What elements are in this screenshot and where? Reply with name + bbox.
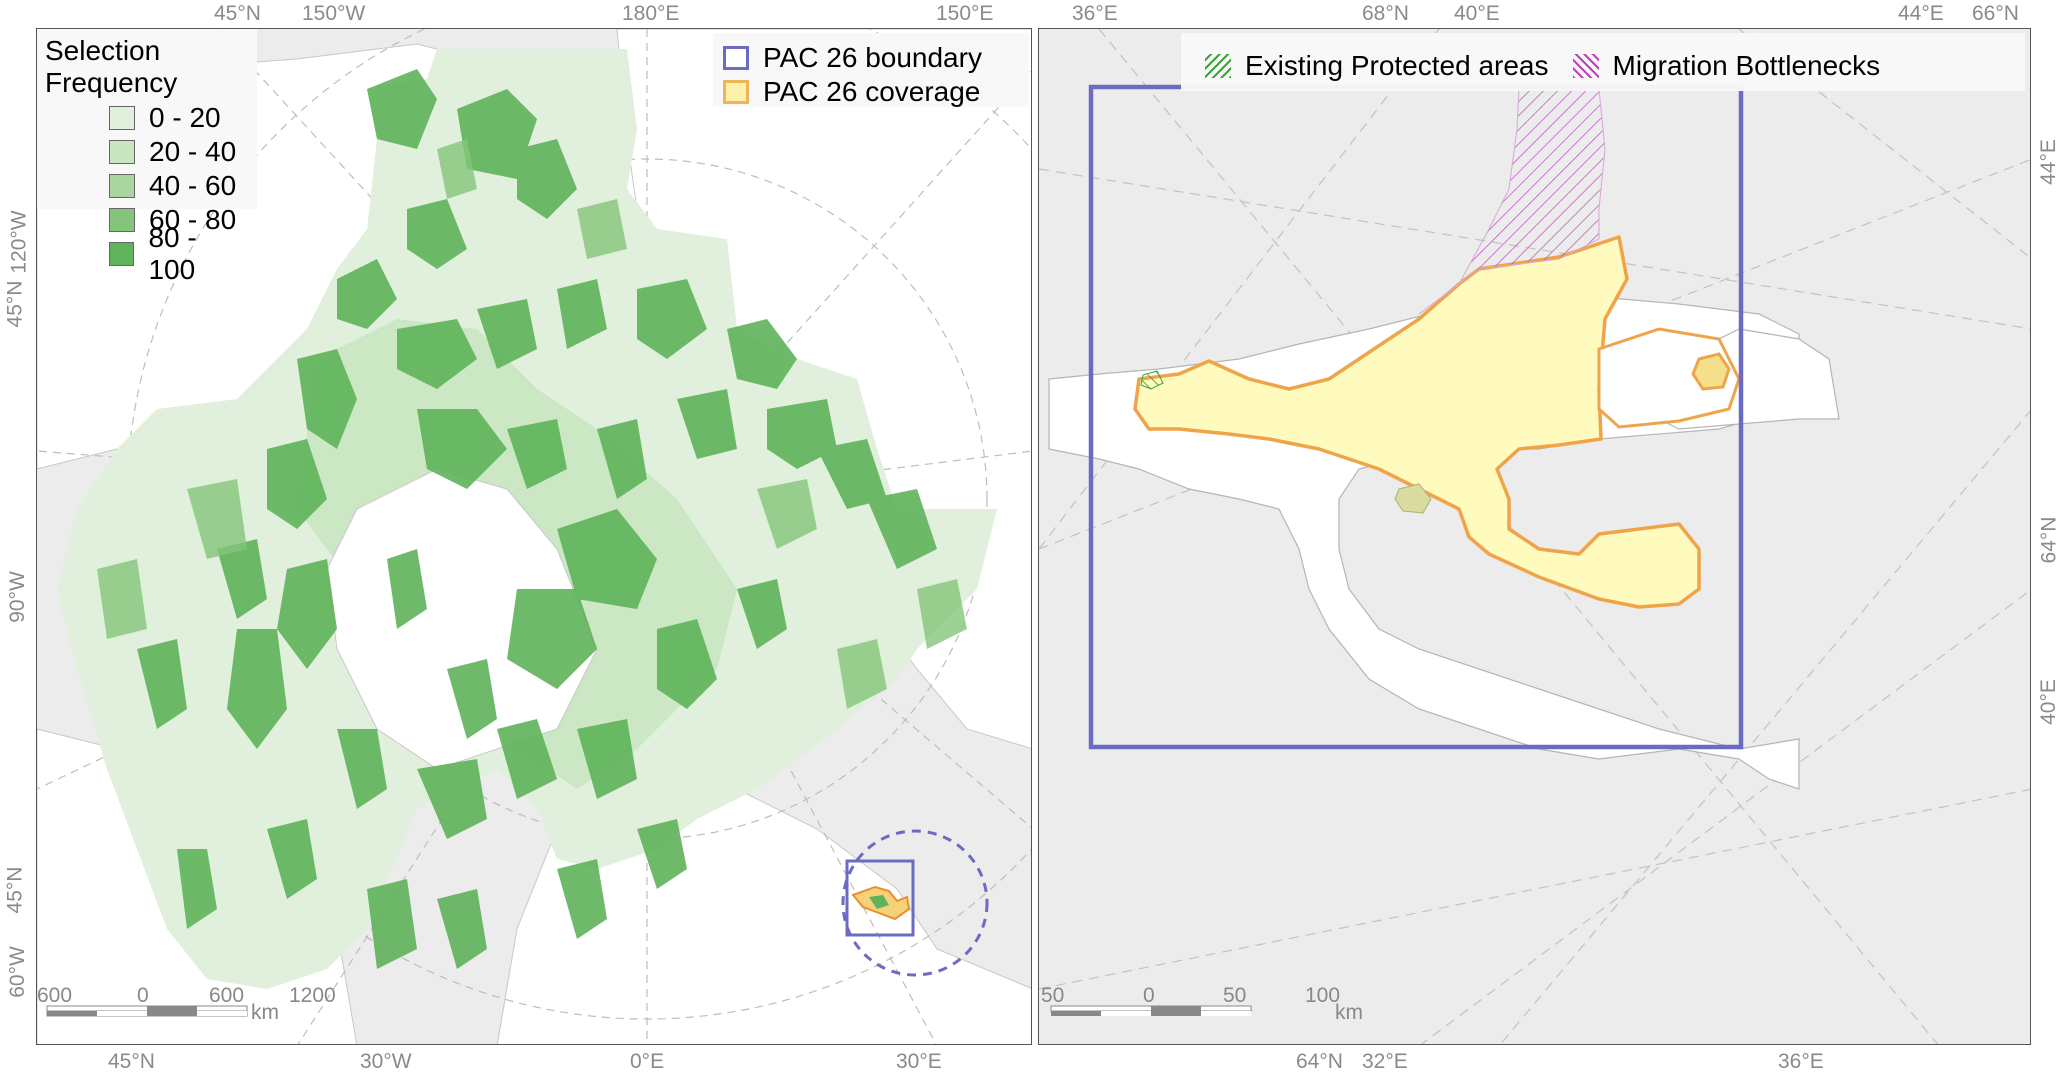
selection-frequency-legend: Selection Frequency 0 - 20 20 - 40 40 - 60… [37,29,257,285]
scale-label-3: 1200 [289,984,336,1007]
scale-label-0: 50 [1041,984,1065,1007]
legend-swatch [109,208,135,232]
right-side-tick-2: 40°E [2036,679,2060,725]
scale-unit: km [251,1001,279,1024]
legend-label: 0 - 20 [149,102,221,133]
left-map-svg [37,29,1031,1044]
right-side-tick-1: 64°N [2037,516,2061,564]
protected-swatch [1205,54,1231,78]
island-olive [1394,483,1432,514]
legend-label-coverage: PAC 26 coverage [763,76,981,107]
migration-bottleneck [1418,88,1606,315]
legend-swatch [109,174,135,198]
legend-swatch [109,140,135,164]
legend-row-class-1: 20 - 40 [109,135,249,169]
left-bottom-tick-2: 0°E [630,1050,665,1073]
legend-swatch [109,242,135,266]
left-top-tick-1: 150°W [302,2,366,25]
right-top-tick-4: 66°N [1972,2,2019,25]
legend-label: 80 - 100 [148,222,197,285]
scale-label-2: 50 [1223,984,1247,1007]
scale-bar [1050,1005,1252,1016]
right-map-legend: Existing Protected areas Migration Bottl… [1181,33,2025,91]
legend-label-bottleneck: Migration Bottlenecks [1612,50,1881,81]
left-bottom-tick-0: 45°N [108,1050,155,1073]
left-side-tick-3: 45°N [3,866,27,914]
pac26-legend: PAC 26 boundary PAC 26 coverage [713,33,1029,107]
legend-row-class-0: 0 - 20 [109,101,249,135]
legend-label-boundary: PAC 26 boundary [763,42,982,73]
left-top-tick-2: 180°E [622,2,680,25]
legend-row-class-3: 60 - 80 [109,203,249,237]
protected-area [1140,370,1164,390]
left-side-tick-1: 45°N [3,280,27,328]
scale-label-1: 0 [1143,984,1155,1007]
legend-row-boundary: PAC 26 boundary [723,41,1029,75]
scale-label-1: 0 [137,984,149,1007]
coverage-hole [1597,327,1741,429]
legend-row-class-4: 80 - 100 [109,222,249,285]
mid-frequency-patches [97,139,967,709]
legend-row-coverage: PAC 26 coverage [723,75,1029,109]
left-top-tick-3: 150°E [936,2,994,25]
bottleneck-swatch [1572,54,1599,78]
scale-bar [46,1005,248,1017]
right-bottom-tick-1: 32°E [1362,1050,1408,1073]
right-bottom-tick-2: 36°E [1778,1050,1824,1073]
pac26-coverage [1133,235,1701,609]
right-side-tick-0: 44°E [2036,139,2060,185]
pac26-buffer-circle [841,829,989,977]
legend-title: Selection Frequency [45,35,178,98]
coverage-swatch [723,80,749,104]
left-side-tick-2: 90°W [5,571,29,623]
scale-label-2: 600 [209,984,245,1007]
scale-label-3: 100 [1305,984,1341,1007]
left-bottom-tick-3: 30°E [896,1050,942,1073]
legend-label-protected: Existing Protected areas [1245,50,1549,81]
right-top-tick-2: 40°E [1454,2,1500,25]
legend-label: 60 - 80 [149,204,237,235]
left-map-panel: Selection Frequency 0 - 20 20 - 40 40 - 60… [36,28,1032,1045]
left-bottom-tick-1: 30°W [360,1050,412,1073]
right-top-tick-0: 36°E [1072,2,1118,25]
legend-label: 20 - 40 [149,136,237,167]
islet-east [1691,352,1731,391]
right-top-tick-1: 68°N [1362,2,1409,25]
left-side-tick-0: 120°W [7,210,31,274]
right-map-svg [1039,29,2030,1044]
boundary-swatch [723,46,749,70]
right-map-panel: Existing Protected areas Migration Bottl… [1038,28,2031,1045]
right-bottom-tick-0: 64°N [1296,1050,1343,1073]
left-top-tick-0: 45°N [214,2,261,25]
legend-label: 40 - 60 [149,170,237,201]
right-top-tick-3: 44°E [1898,2,1944,25]
scale-label-0: 600 [37,984,73,1007]
pac26-boundary-box [845,859,915,937]
legend-row-class-2: 40 - 60 [109,169,249,203]
legend-swatch [109,106,135,130]
legend-row-protected: Existing Protected areas [1205,49,1549,83]
left-side-tick-4: 60°W [5,946,29,998]
scale-unit: km [1335,1001,1363,1024]
legend-row-bottleneck: Migration Bottlenecks [1572,49,1881,83]
high-frequency-patches [137,69,937,969]
